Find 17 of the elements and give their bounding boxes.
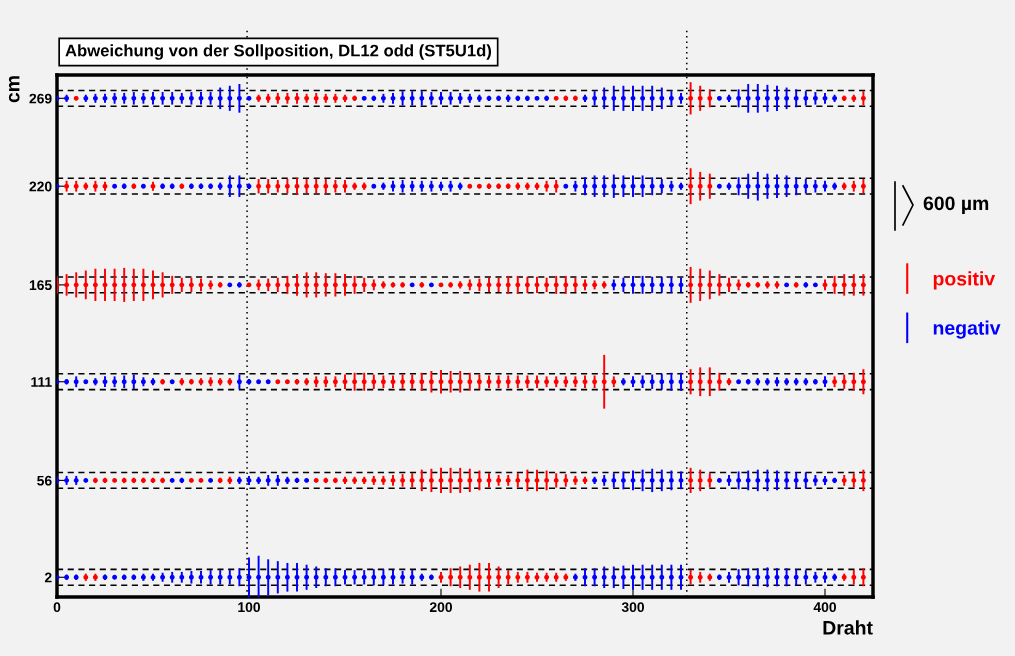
y-axis-title: cm — [8, 76, 20, 103]
x-tick-label: 100 — [238, 602, 261, 613]
y-tick-label: 165 — [29, 280, 52, 291]
x-tick-label: 300 — [621, 602, 645, 613]
x-tick-label: 400 — [813, 602, 837, 613]
y-tick-label: 56 — [37, 475, 52, 486]
y-tick-label: 269 — [29, 93, 52, 104]
x-tick-label: 0 — [53, 602, 61, 613]
y-tick-label: 220 — [29, 181, 52, 192]
y-tick-label: 111 — [31, 377, 52, 387]
legend-label: positiv — [933, 271, 996, 290]
text: 600 µm — [923, 196, 989, 215]
y-tick-label: 2 — [44, 572, 52, 583]
legend-label: negativ — [933, 320, 1001, 339]
chart-title: Abweichung von der Sollposition, DL12 odd (ST5U1d) — [65, 44, 492, 60]
x-axis-title: Draht — [823, 620, 873, 635]
x-tick-label: 200 — [429, 602, 453, 613]
